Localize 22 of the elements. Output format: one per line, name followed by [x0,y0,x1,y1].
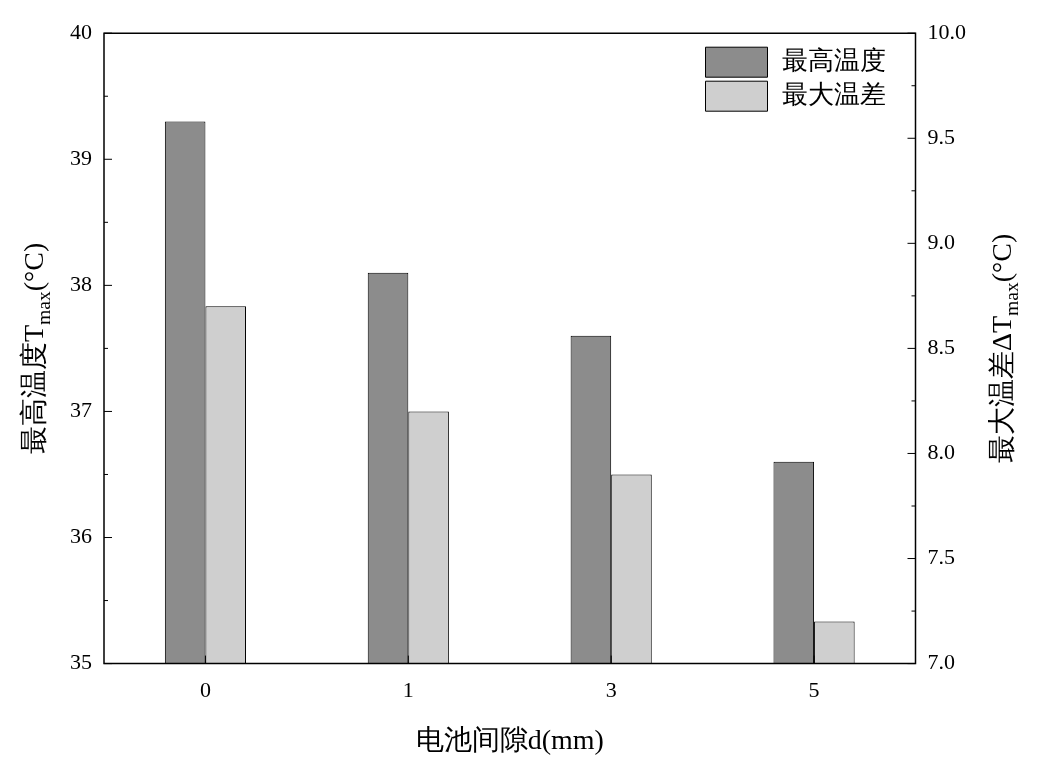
y2-tick-label: 9.5 [927,124,955,150]
y-tick-label: 37 [70,397,92,423]
legend-label: 最高温度 [781,46,886,76]
y-axis-title: 最高温度Tmax(°C) [18,242,54,455]
y-tick-label: 40 [70,18,92,44]
x-tick-label: 0 [199,676,211,702]
y2-tick-label: 7.5 [927,544,955,570]
y2-tick-label: 9.0 [927,229,955,255]
y-tick-label: 36 [70,523,92,549]
legend-label: 最大温差 [781,80,886,110]
y2-tick-label: 8.0 [927,439,955,465]
x-tick-label: 1 [402,676,414,702]
y2-tick-label: 8.5 [927,334,955,360]
y2-axis-title: 最大温差ΔTmax(°C) [986,233,1022,464]
y-tick-label: 39 [70,145,92,171]
y-tick-label: 35 [70,649,92,675]
x-tick-label: 5 [808,676,820,702]
y2-tick-label: 7.0 [927,649,955,675]
y-tick-label: 38 [70,271,92,297]
y2-tick-label: 10.0 [927,18,966,44]
x-tick-label: 3 [605,676,617,702]
x-axis-title: 电池间隙d(mm) [415,723,604,755]
